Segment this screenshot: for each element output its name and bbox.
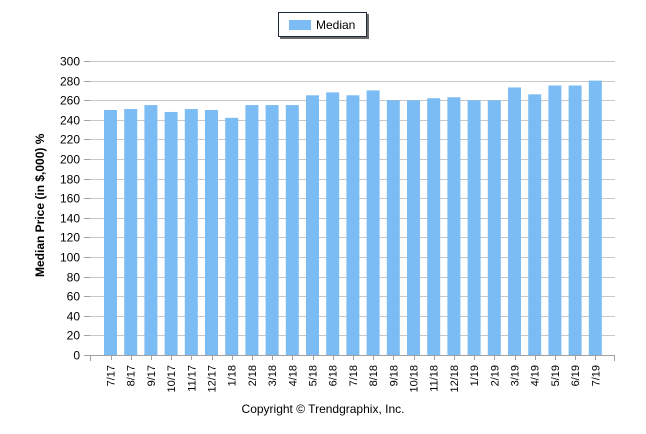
x-tick-label: 1/19: [469, 365, 481, 386]
x-tick-label: 5/18: [308, 365, 320, 386]
bar: [326, 92, 340, 356]
bar: [386, 100, 400, 355]
x-tick-label: 1/18: [227, 365, 239, 386]
bar: [346, 95, 360, 356]
x-tick-label: 2/18: [247, 365, 259, 386]
x-tick-label: 5/19: [550, 365, 562, 386]
bar: [164, 111, 178, 356]
y-tick-label: 100: [60, 251, 80, 265]
x-tick-label: 8/18: [368, 365, 380, 386]
chart-legend: Median: [278, 12, 367, 37]
x-tick-label: 7/17: [106, 365, 118, 386]
y-tick-label: 40: [67, 310, 81, 324]
x-tick-label: 6/18: [328, 365, 340, 386]
y-tick-label: 180: [60, 173, 80, 187]
x-tick-label: 10/17: [166, 365, 178, 393]
bar: [427, 98, 441, 356]
bar: [205, 110, 218, 355]
x-tick-label: 12/18: [449, 365, 461, 393]
y-tick-label: 120: [60, 231, 80, 245]
x-tick-label: 7/19: [590, 365, 602, 386]
bar: [508, 87, 521, 356]
x-tick-label: 8/17: [126, 365, 138, 386]
bar: [447, 97, 461, 355]
x-tick-label: 4/18: [287, 365, 299, 386]
bar: [245, 105, 259, 355]
bar: [487, 100, 501, 355]
y-tick-label: 0: [73, 349, 80, 363]
x-tick-label: 7/18: [348, 365, 360, 386]
y-tick-label: 60: [67, 290, 81, 304]
x-tick-label: 2/19: [489, 365, 501, 386]
copyright-text: Copyright © Trendgraphix, Inc.: [241, 402, 405, 416]
bar: [528, 94, 542, 355]
bar: [366, 90, 380, 356]
y-tick-label: 300: [60, 55, 80, 69]
legend-swatch-median: [289, 19, 311, 30]
bar: [548, 85, 562, 355]
bar: [467, 100, 481, 355]
x-tick-label: 4/19: [530, 365, 542, 386]
bar: [225, 117, 239, 355]
y-tick-label: 240: [60, 114, 80, 128]
y-tick-label: 260: [60, 94, 80, 108]
bar: [124, 109, 138, 356]
x-tick-label: 9/17: [146, 365, 158, 386]
x-tick-label: 6/19: [570, 365, 582, 386]
bar: [407, 100, 420, 355]
bar: [306, 95, 319, 356]
x-tick-label: 3/19: [510, 365, 522, 386]
x-tick-label: 10/18: [409, 365, 421, 393]
legend-label-median: Median: [316, 17, 356, 32]
bar: [144, 105, 158, 355]
x-tick-label: 12/17: [207, 365, 219, 393]
x-tick-label: 11/17: [186, 365, 198, 392]
y-tick-label: 200: [60, 153, 80, 167]
bar: [104, 110, 117, 355]
x-tick-label: 9/18: [388, 365, 400, 386]
x-tick-label: 11/18: [429, 365, 441, 392]
x-tick-label: 3/18: [267, 365, 279, 386]
y-tick-label: 280: [60, 75, 80, 89]
bar: [588, 80, 602, 355]
y-tick-label: 160: [60, 192, 80, 206]
bar: [265, 105, 279, 355]
y-tick-label: 220: [60, 133, 80, 147]
y-tick-label: 140: [60, 212, 80, 226]
bar: [285, 105, 299, 355]
y-tick-label: 20: [67, 329, 81, 343]
y-tick-label: 80: [67, 271, 81, 285]
bar: [184, 109, 198, 356]
bar: [568, 85, 582, 355]
